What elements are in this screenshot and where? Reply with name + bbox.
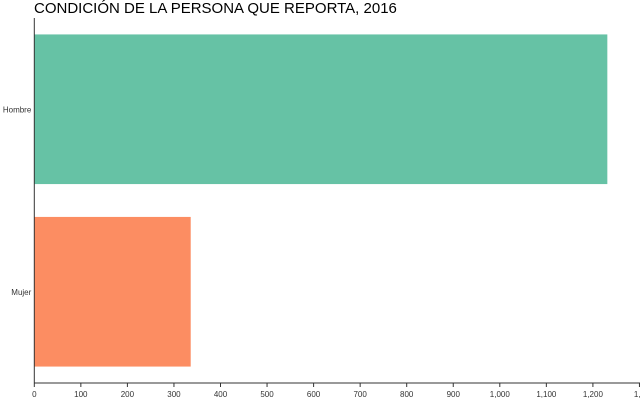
x-tick-label: 400 bbox=[214, 390, 228, 399]
x-tick-label: 500 bbox=[260, 390, 274, 399]
x-tick-label: 1,3 bbox=[634, 390, 640, 399]
x-tick-label: 700 bbox=[353, 390, 367, 399]
x-tick-label: 200 bbox=[121, 390, 135, 399]
x-tick-label: 1,000 bbox=[490, 390, 511, 399]
chart-title: CONDICIÓN DE LA PERSONA QUE REPORTA, 201… bbox=[34, 0, 397, 17]
x-tick-label: 800 bbox=[400, 390, 414, 399]
x-tick-label: 0 bbox=[32, 390, 37, 399]
x-tick-label: 900 bbox=[447, 390, 461, 399]
bar-hombre bbox=[34, 34, 608, 185]
x-tick-label: 300 bbox=[167, 390, 181, 399]
x-tick-label: 1,100 bbox=[536, 390, 557, 399]
x-tick-label: 100 bbox=[74, 390, 88, 399]
bar-mujer bbox=[34, 216, 191, 367]
x-tick-label: 600 bbox=[307, 390, 321, 399]
y-tick-label: Mujer bbox=[11, 288, 31, 297]
y-tick-label: Hombre bbox=[3, 105, 32, 114]
x-tick-label: 1,200 bbox=[583, 390, 604, 399]
